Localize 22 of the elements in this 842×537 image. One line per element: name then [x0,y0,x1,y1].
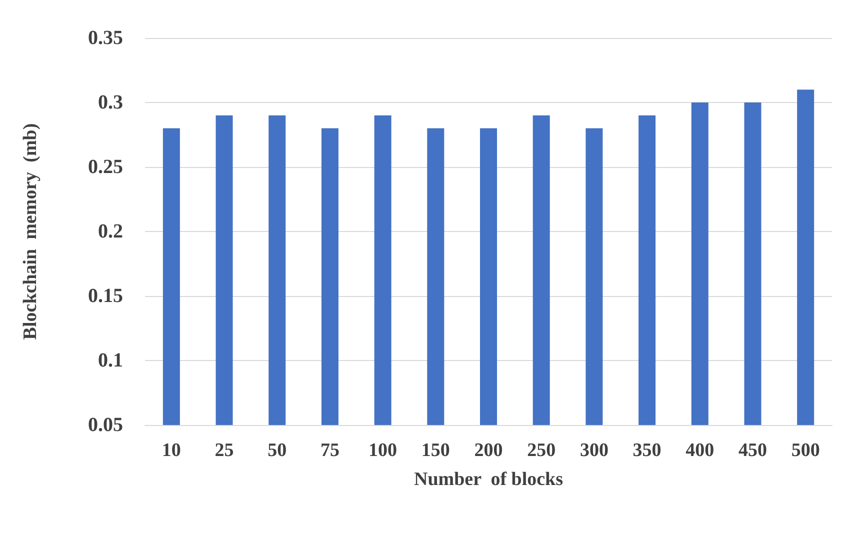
x-tick-label: 300 [580,440,608,461]
y-axis-title: Blockchain memory (mb) [20,123,41,340]
y-tick-label: 0.05 [88,414,123,436]
y-tick-label: 0.25 [88,156,123,178]
x-tick-label: 200 [474,440,503,461]
x-tick-label: 25 [214,440,234,461]
x-tick-label: 100 [368,440,398,461]
x-tick-label: 250 [527,440,556,461]
y-tick-label: 0.1 [98,350,123,372]
x-tick-label: 350 [632,440,662,461]
x-axis-title: Number of blocks [414,469,564,490]
y-tick-label: 0.35 [88,27,123,49]
y-tick-label: 0.2 [98,220,123,242]
x-tick-label: 450 [738,440,767,461]
x-tick-label: 10 [162,440,181,461]
x-tick-label: 400 [686,440,714,461]
x-tick-label: 150 [421,440,450,461]
x-tick-label: 500 [791,440,820,461]
x-tick-label: 50 [268,440,287,461]
y-tick-label: 0.3 [98,92,123,114]
y-tick-label: 0.15 [88,285,123,307]
x-tick-label: 75 [320,440,340,461]
